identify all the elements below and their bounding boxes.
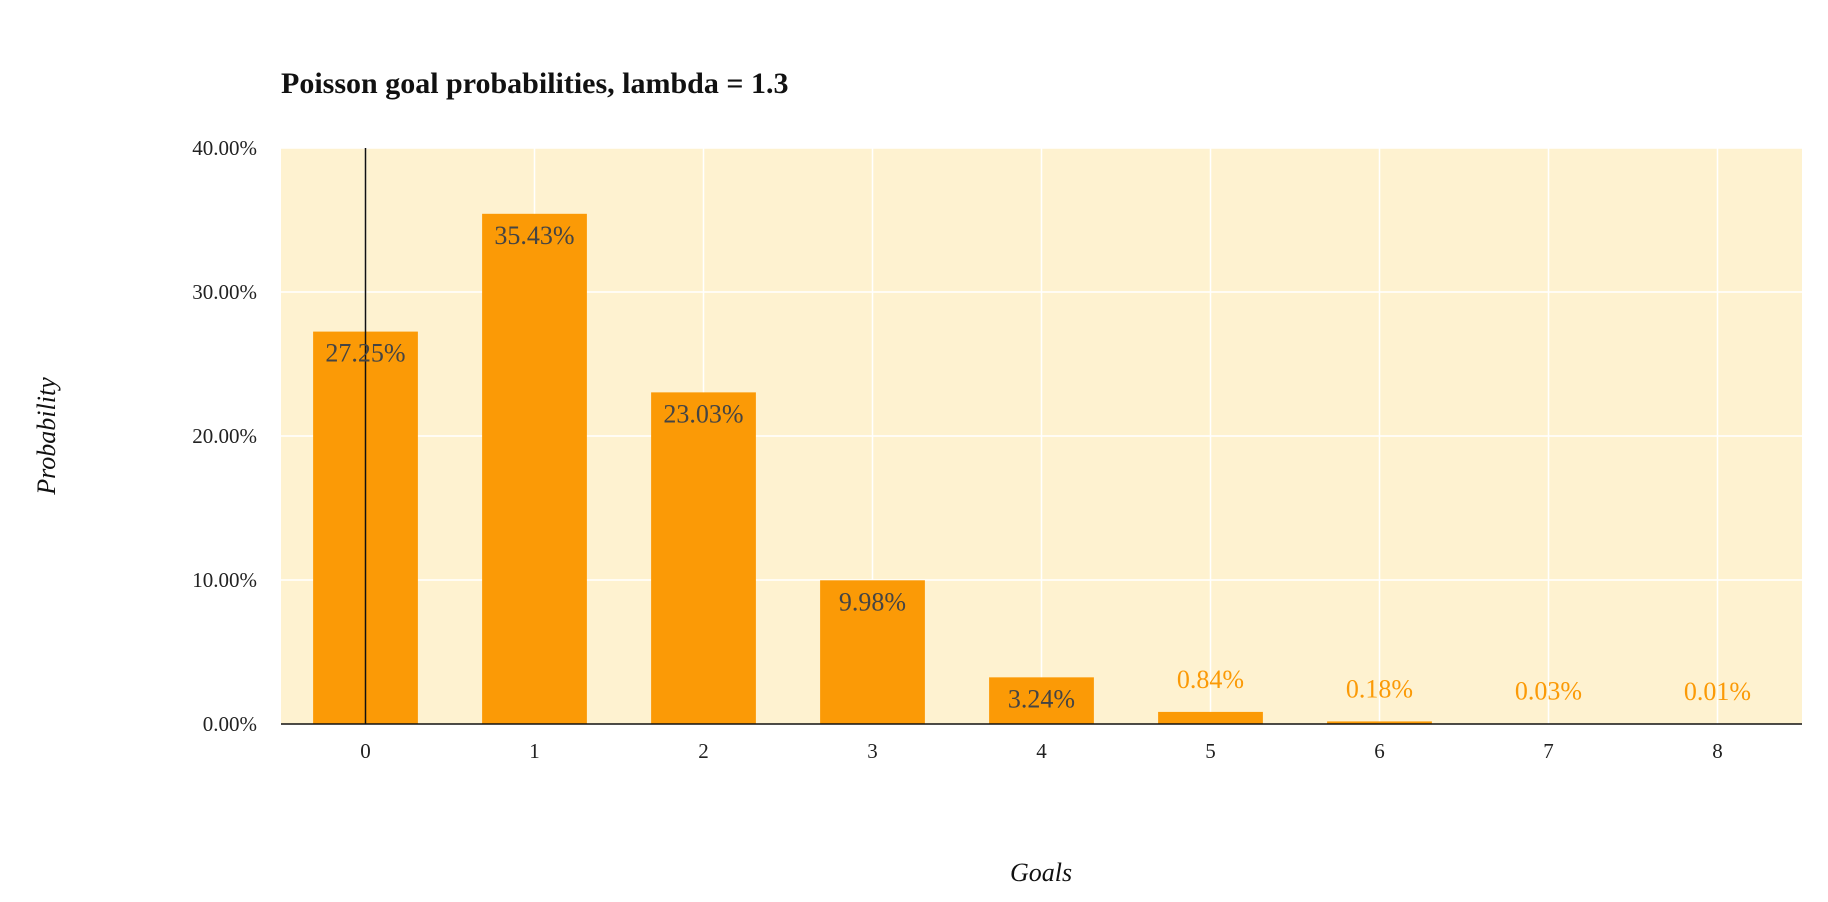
bar <box>651 392 756 724</box>
data-label: 27.25% <box>325 339 405 368</box>
data-label: 0.01% <box>1684 677 1751 706</box>
data-label: 0.18% <box>1346 674 1413 703</box>
y-tick-label: 40.00% <box>192 136 257 160</box>
y-axis-label: Probability <box>32 377 61 496</box>
bar <box>482 213 587 725</box>
data-label: 23.03% <box>663 399 743 428</box>
x-tick-label: 3 <box>867 739 878 763</box>
y-tick-labels: 0.00% 10.00% 20.00% 30.00% 40.00% <box>192 136 257 736</box>
data-label: 9.98% <box>839 587 906 616</box>
data-label: 0.03% <box>1515 677 1582 706</box>
x-tick-label: 4 <box>1036 739 1047 763</box>
x-tick-label: 1 <box>529 739 540 763</box>
y-tick-label: 0.00% <box>203 712 257 736</box>
x-tick-label: 2 <box>698 739 709 763</box>
x-tick-label: 5 <box>1205 739 1216 763</box>
y-tick-label: 10.00% <box>192 568 257 592</box>
data-labels: 27.25% 35.43% 23.03% 9.98% 3.24% 0.84% 0.18% 0.… <box>325 221 1751 714</box>
bar <box>820 580 925 724</box>
data-label: 35.43% <box>494 221 574 250</box>
bar <box>1158 711 1263 724</box>
data-label: 3.24% <box>1008 684 1075 713</box>
data-label: 0.84% <box>1177 665 1244 694</box>
x-tick-label: 7 <box>1543 739 1554 763</box>
y-tick-label: 30.00% <box>192 280 257 304</box>
x-tick-label: 8 <box>1712 739 1723 763</box>
bar <box>989 677 1094 724</box>
x-tick-label: 0 <box>360 739 371 763</box>
bar <box>1327 721 1432 724</box>
x-tick-label: 6 <box>1374 739 1385 763</box>
y-tick-label: 20.00% <box>192 424 257 448</box>
x-axis-label: Goals <box>1010 858 1072 887</box>
x-tick-labels: 0 1 2 3 4 5 6 7 8 <box>360 739 1723 763</box>
chart-title: Poisson goal probabilities, lambda = 1.3 <box>281 67 788 100</box>
